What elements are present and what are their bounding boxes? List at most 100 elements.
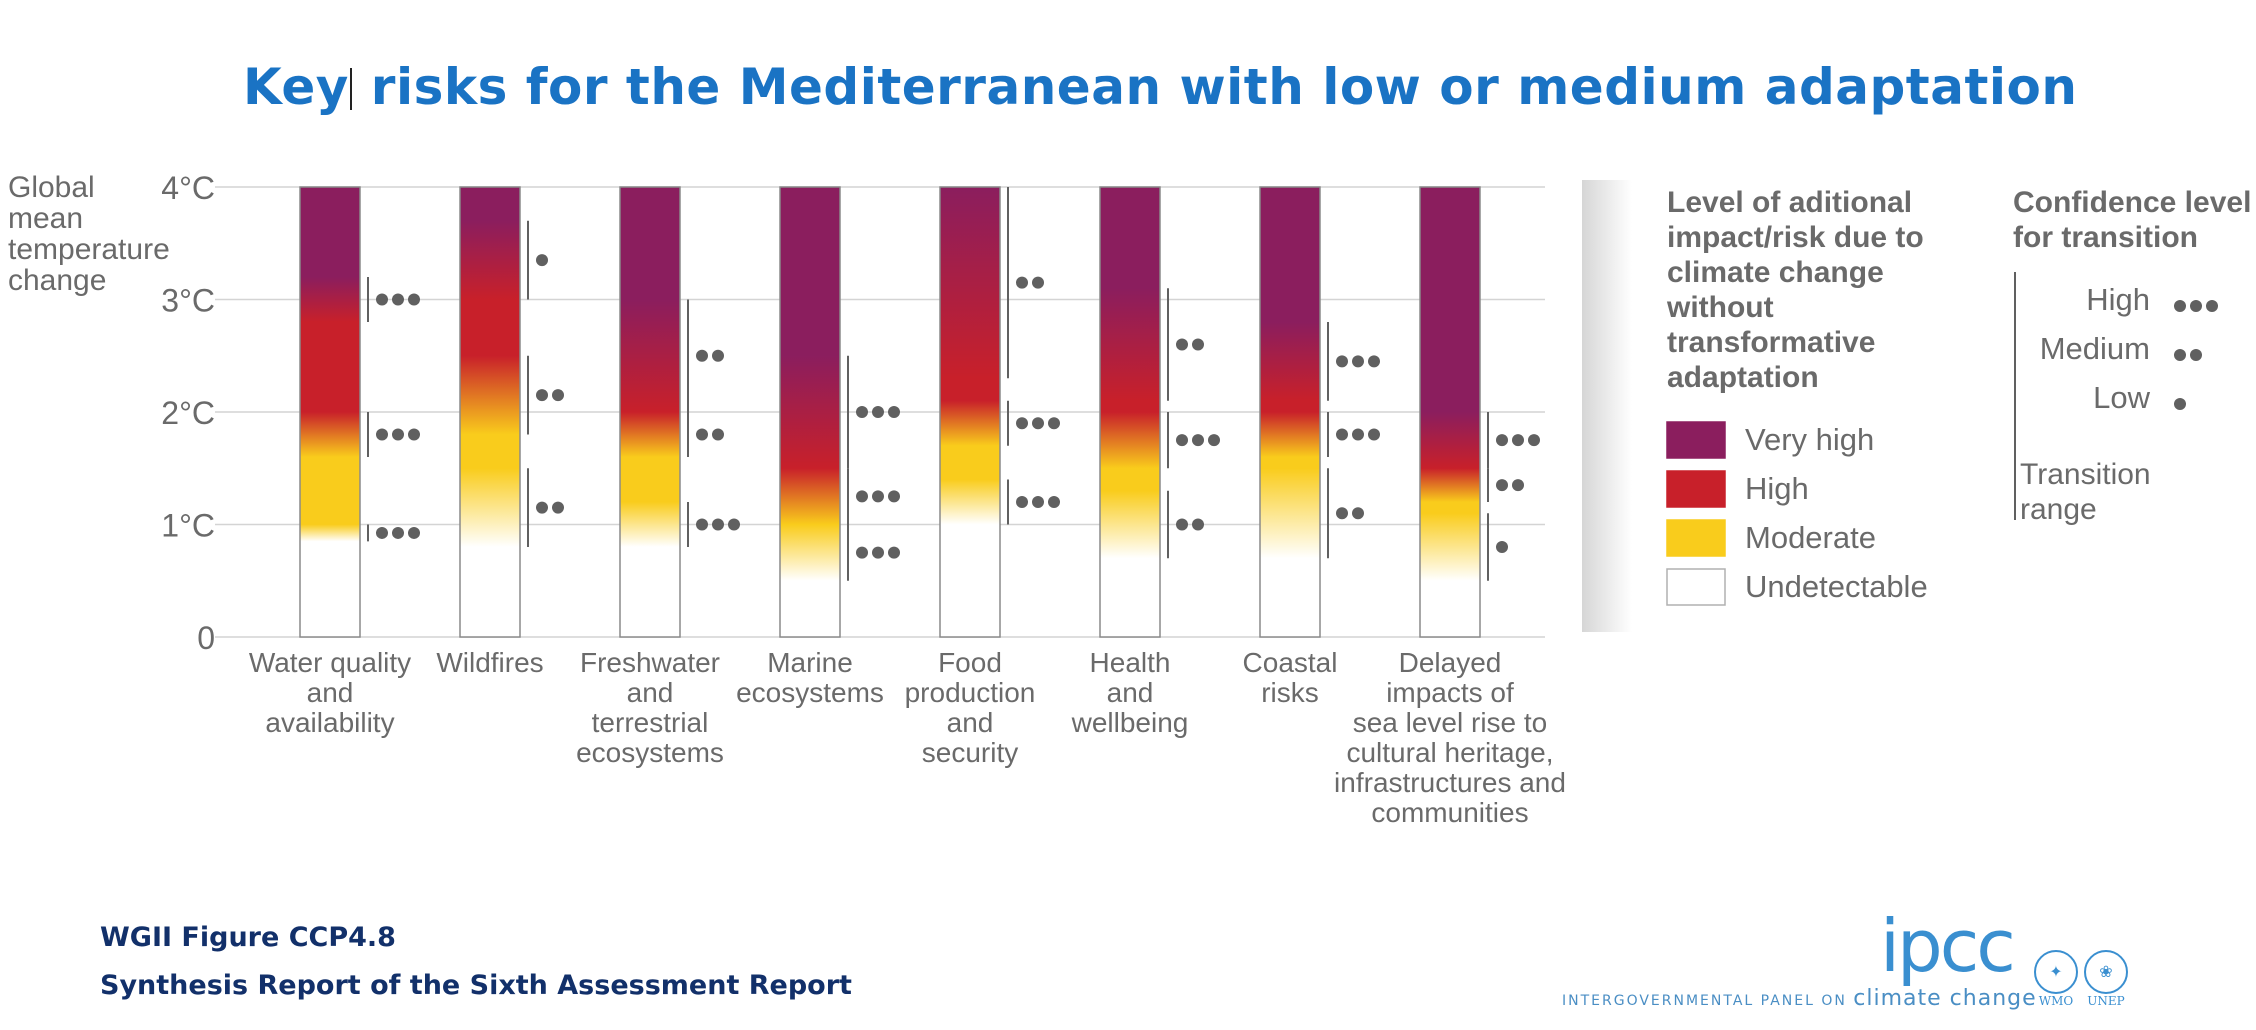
ipcc-tagline-big: climate change — [1853, 986, 2037, 1011]
legend-item-label: High — [1745, 471, 1809, 506]
confidence-dot — [872, 546, 884, 559]
legend-title-line: without — [1666, 291, 1774, 324]
confidence-dot — [712, 428, 724, 441]
y-axis-label-line: change — [8, 264, 106, 297]
confidence-dot — [696, 349, 708, 362]
confidence-legend-dot — [2174, 300, 2186, 312]
legend-swatch — [1666, 470, 1726, 508]
confidence-dot — [1176, 338, 1188, 351]
category-label-line: Marine — [767, 647, 853, 678]
y-tick-label: 2°C — [161, 395, 215, 431]
confidence-dot — [1032, 496, 1044, 508]
wmo-logo: ✦ WMO — [2033, 950, 2079, 1008]
confidence-dot — [408, 293, 420, 306]
confidence-dot — [1016, 276, 1028, 289]
legend-title-line: transformative — [1667, 326, 1875, 359]
category-label-line: Coastal — [1243, 647, 1338, 678]
range-label-line: Transition — [2020, 458, 2151, 491]
legend-title-line: climate change — [1667, 256, 1884, 289]
confidence-dot — [376, 428, 388, 441]
category-label-line: Health — [1090, 647, 1171, 678]
confidence-dot — [1368, 428, 1380, 441]
risk-bar — [939, 186, 1001, 638]
confidence-title-line: Confidence level — [2013, 186, 2251, 219]
slide-title: Key risks for the Mediterranean with low… — [243, 58, 2077, 116]
confidence-dot — [1048, 496, 1060, 508]
category-label-line: Food — [938, 647, 1002, 678]
figure-reference: WGII Figure CCP4.8 — [100, 922, 396, 953]
confidence-dot — [1192, 338, 1204, 351]
confidence-dot — [376, 526, 388, 539]
confidence-dot — [856, 546, 868, 559]
confidence-dot — [1336, 507, 1348, 520]
confidence-dot — [408, 526, 420, 539]
confidence-dot — [1016, 417, 1028, 430]
risk-bar — [1259, 186, 1321, 638]
confidence-dot — [888, 490, 900, 503]
confidence-dot — [1336, 428, 1348, 441]
category-label-line: Delayed — [1399, 647, 1502, 678]
y-axis-label-line: mean — [8, 202, 83, 235]
risk-bar — [1099, 186, 1161, 638]
text-cursor — [349, 68, 352, 110]
title-part-rest: risks for the Mediterranean with low or … — [352, 58, 2078, 116]
unep-label: UNEP — [2087, 994, 2125, 1008]
risk-bar — [779, 186, 841, 638]
confidence-dot — [712, 518, 724, 531]
unep-emblem-icon: ❀ — [2084, 950, 2128, 994]
wmo-emblem-icon: ✦ — [2034, 950, 2078, 994]
confidence-dot — [1352, 507, 1364, 520]
confidence-item-label: Low — [2093, 380, 2150, 415]
confidence-dot — [1336, 355, 1348, 368]
category-label-line: impacts of — [1386, 677, 1514, 708]
category-label-line: and — [627, 677, 674, 708]
confidence-dot — [1352, 355, 1364, 368]
legend-divider — [1582, 180, 1632, 632]
category-label-line: Freshwater — [580, 647, 720, 678]
confidence-dot — [1176, 434, 1188, 447]
y-tick-label: 4°C — [161, 170, 215, 206]
category-label-line: communities — [1371, 797, 1528, 828]
confidence-legend-dot — [2190, 300, 2202, 312]
title-part-key: Key — [243, 58, 349, 116]
confidence-dot — [888, 546, 900, 559]
category-label-line: risks — [1261, 677, 1319, 708]
confidence-legend-dot — [2174, 349, 2186, 361]
confidence-dot — [552, 389, 564, 402]
confidence-dot — [872, 490, 884, 503]
confidence-item-label: Medium — [2040, 331, 2150, 366]
confidence-dot — [392, 428, 404, 441]
confidence-dot — [1048, 417, 1060, 430]
report-title: Synthesis Report of the Sixth Assessment… — [100, 970, 852, 1001]
confidence-legend-dot — [2174, 398, 2186, 410]
confidence-dot — [696, 428, 708, 441]
category-label-line: infrastructures and — [1334, 767, 1566, 798]
confidence-dot — [1496, 434, 1508, 447]
ipcc-logo: ipcc — [1880, 904, 2016, 988]
risk-bar — [459, 186, 521, 638]
y-axis-ticks: 0 1°C 2°C 3°C 4°C — [161, 170, 215, 656]
confidence-dot — [1176, 518, 1188, 531]
confidence-title-line: for transition — [2013, 221, 2198, 254]
category-label-line: Wildfires — [436, 647, 543, 678]
confidence-dot — [1208, 434, 1220, 447]
confidence-dot — [1192, 518, 1204, 531]
y-axis-label-line: Global — [8, 171, 95, 204]
risk-bar — [619, 186, 681, 638]
category-label-line: security — [922, 737, 1018, 768]
legend-item-label: Very high — [1745, 422, 1874, 457]
category-label-line: availability — [265, 707, 394, 738]
legend-title-line: Level of aditional — [1667, 186, 1912, 219]
confidence-dot — [1032, 417, 1044, 430]
confidence-dot — [856, 406, 868, 418]
confidence-dot — [536, 389, 548, 402]
confidence-dot — [1192, 434, 1204, 447]
ipcc-tagline-small: INTERGOVERNMENTAL PANEL ON — [1562, 993, 1854, 1009]
confidence-dot — [376, 293, 388, 306]
category-label-line: and — [307, 677, 354, 708]
y-axis-label-line: temperature — [8, 233, 170, 266]
unep-logo: ❀ UNEP — [2083, 950, 2129, 1008]
